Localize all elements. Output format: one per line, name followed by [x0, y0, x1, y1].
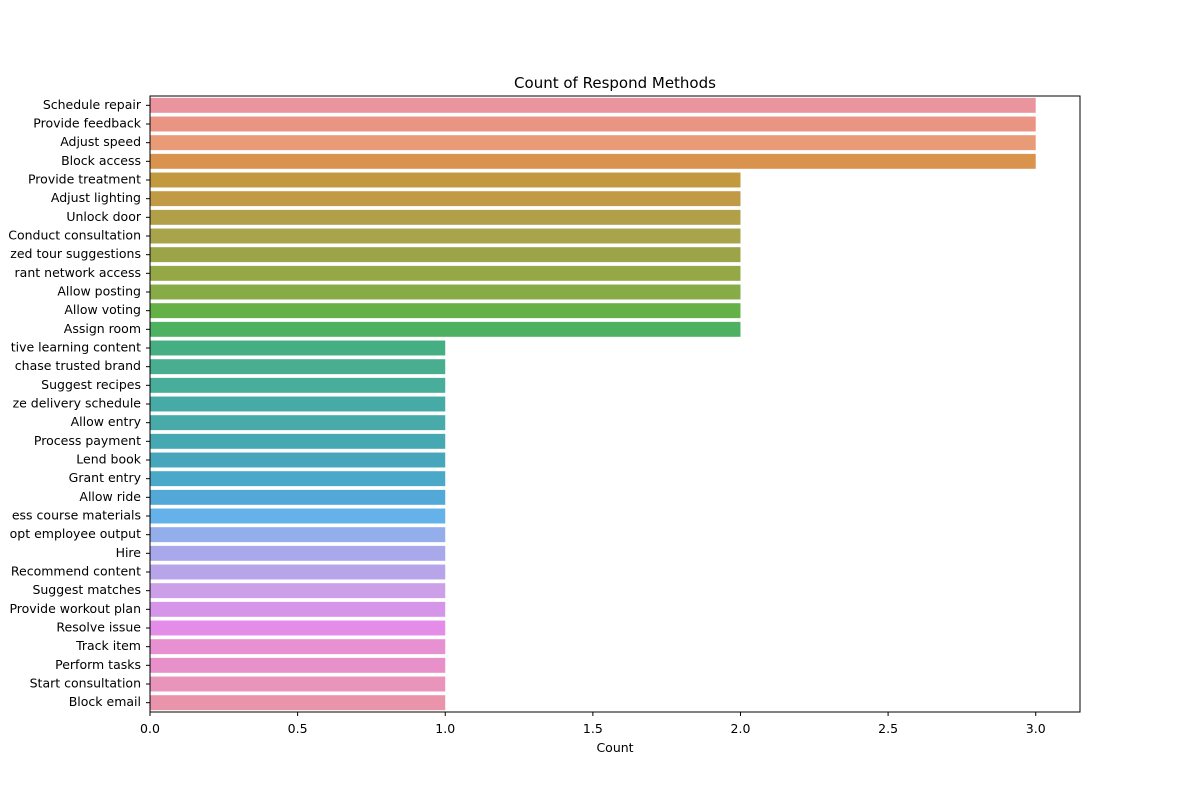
bar — [150, 209, 741, 225]
x-tick-label: 1.5 — [583, 721, 603, 736]
bar — [150, 583, 446, 599]
bar — [150, 97, 1036, 113]
plot-frame — [149, 95, 1081, 713]
bar — [150, 321, 741, 337]
x-tick-label: 0.0 — [140, 721, 160, 736]
bar — [150, 303, 741, 319]
bar — [150, 340, 446, 356]
bar — [150, 415, 446, 431]
bar — [150, 247, 741, 263]
bar — [150, 639, 446, 655]
y-tick-label: Block access — [61, 153, 141, 168]
y-tick-label: Suggest matches — [32, 582, 141, 597]
y-tick-label: Assign room — [64, 321, 141, 336]
bars — [150, 97, 1036, 711]
x-axis-ticks: 0.0 0.5 1.0 1.5 2.0 2.5 3.0 — [140, 712, 1046, 736]
y-tick-label: Process payment — [34, 433, 141, 448]
bar — [150, 564, 446, 580]
x-tick-label: 2.5 — [878, 721, 898, 736]
y-tick-label: ze delivery schedule — [13, 396, 142, 411]
y-tick-label: Provide feedback — [33, 116, 141, 131]
y-tick-label: Conduct consultation — [8, 228, 141, 243]
y-tick-label: rant network access — [15, 265, 141, 280]
x-tick-label: 3.0 — [1026, 721, 1046, 736]
bar — [150, 172, 741, 188]
x-tick-label: 1.0 — [435, 721, 455, 736]
bar — [150, 228, 741, 244]
y-tick-label: Allow ride — [79, 489, 141, 504]
y-tick-label: Schedule repair — [43, 97, 142, 112]
y-tick-label: Suggest recipes — [41, 377, 141, 392]
y-tick-label: Provide workout plan — [9, 601, 141, 616]
bar — [150, 545, 446, 561]
y-tick-label: Adjust speed — [60, 134, 141, 149]
bar — [150, 657, 446, 673]
bar — [150, 191, 741, 207]
y-tick-label: Allow posting — [57, 284, 141, 299]
bar — [150, 135, 1036, 151]
y-tick-label: opt employee output — [10, 526, 141, 541]
y-tick-label: zed tour suggestions — [10, 246, 141, 261]
y-tick-label: Block email — [69, 694, 141, 709]
bar — [150, 452, 446, 468]
bar — [150, 620, 446, 636]
y-tick-label: Lend book — [76, 452, 141, 467]
y-tick-label: Unlock door — [66, 209, 142, 224]
y-tick-label: Grant entry — [69, 470, 142, 485]
bar — [150, 265, 741, 281]
bar — [150, 396, 446, 412]
x-axis-label: Count — [596, 740, 633, 755]
y-tick-label: Recommend content — [11, 564, 141, 579]
bar — [150, 676, 446, 692]
y-tick-label: Resolve issue — [56, 620, 141, 635]
bar — [150, 601, 446, 617]
y-tick-label: ess course materials — [12, 508, 141, 523]
bar — [150, 433, 446, 449]
bar — [150, 116, 1036, 132]
bar — [150, 489, 446, 505]
bar — [150, 359, 446, 375]
y-tick-label: Hire — [116, 545, 142, 560]
y-axis-ticks: Schedule repair Provide feedback Adjust sp… — [8, 97, 150, 709]
bar — [150, 695, 446, 711]
y-tick-label: Perform tasks — [55, 657, 141, 672]
chart-title: Count of Respond Methods — [514, 74, 716, 92]
y-tick-label: Track item — [75, 638, 141, 653]
bar — [150, 508, 446, 524]
y-tick-label: Adjust lighting — [51, 190, 141, 205]
y-tick-label: Provide treatment — [28, 172, 141, 187]
bar — [150, 153, 1036, 169]
y-tick-label: Allow voting — [64, 302, 141, 317]
bar — [150, 527, 446, 543]
y-tick-label: chase trusted brand — [15, 358, 141, 373]
y-tick-label: tive learning content — [11, 340, 141, 355]
x-tick-label: 0.5 — [288, 721, 308, 736]
bar — [150, 471, 446, 487]
bar — [150, 377, 446, 393]
y-tick-label: Allow entry — [71, 414, 142, 429]
x-tick-label: 2.0 — [731, 721, 751, 736]
y-tick-label: Start consultation — [30, 676, 141, 691]
bar — [150, 284, 741, 300]
